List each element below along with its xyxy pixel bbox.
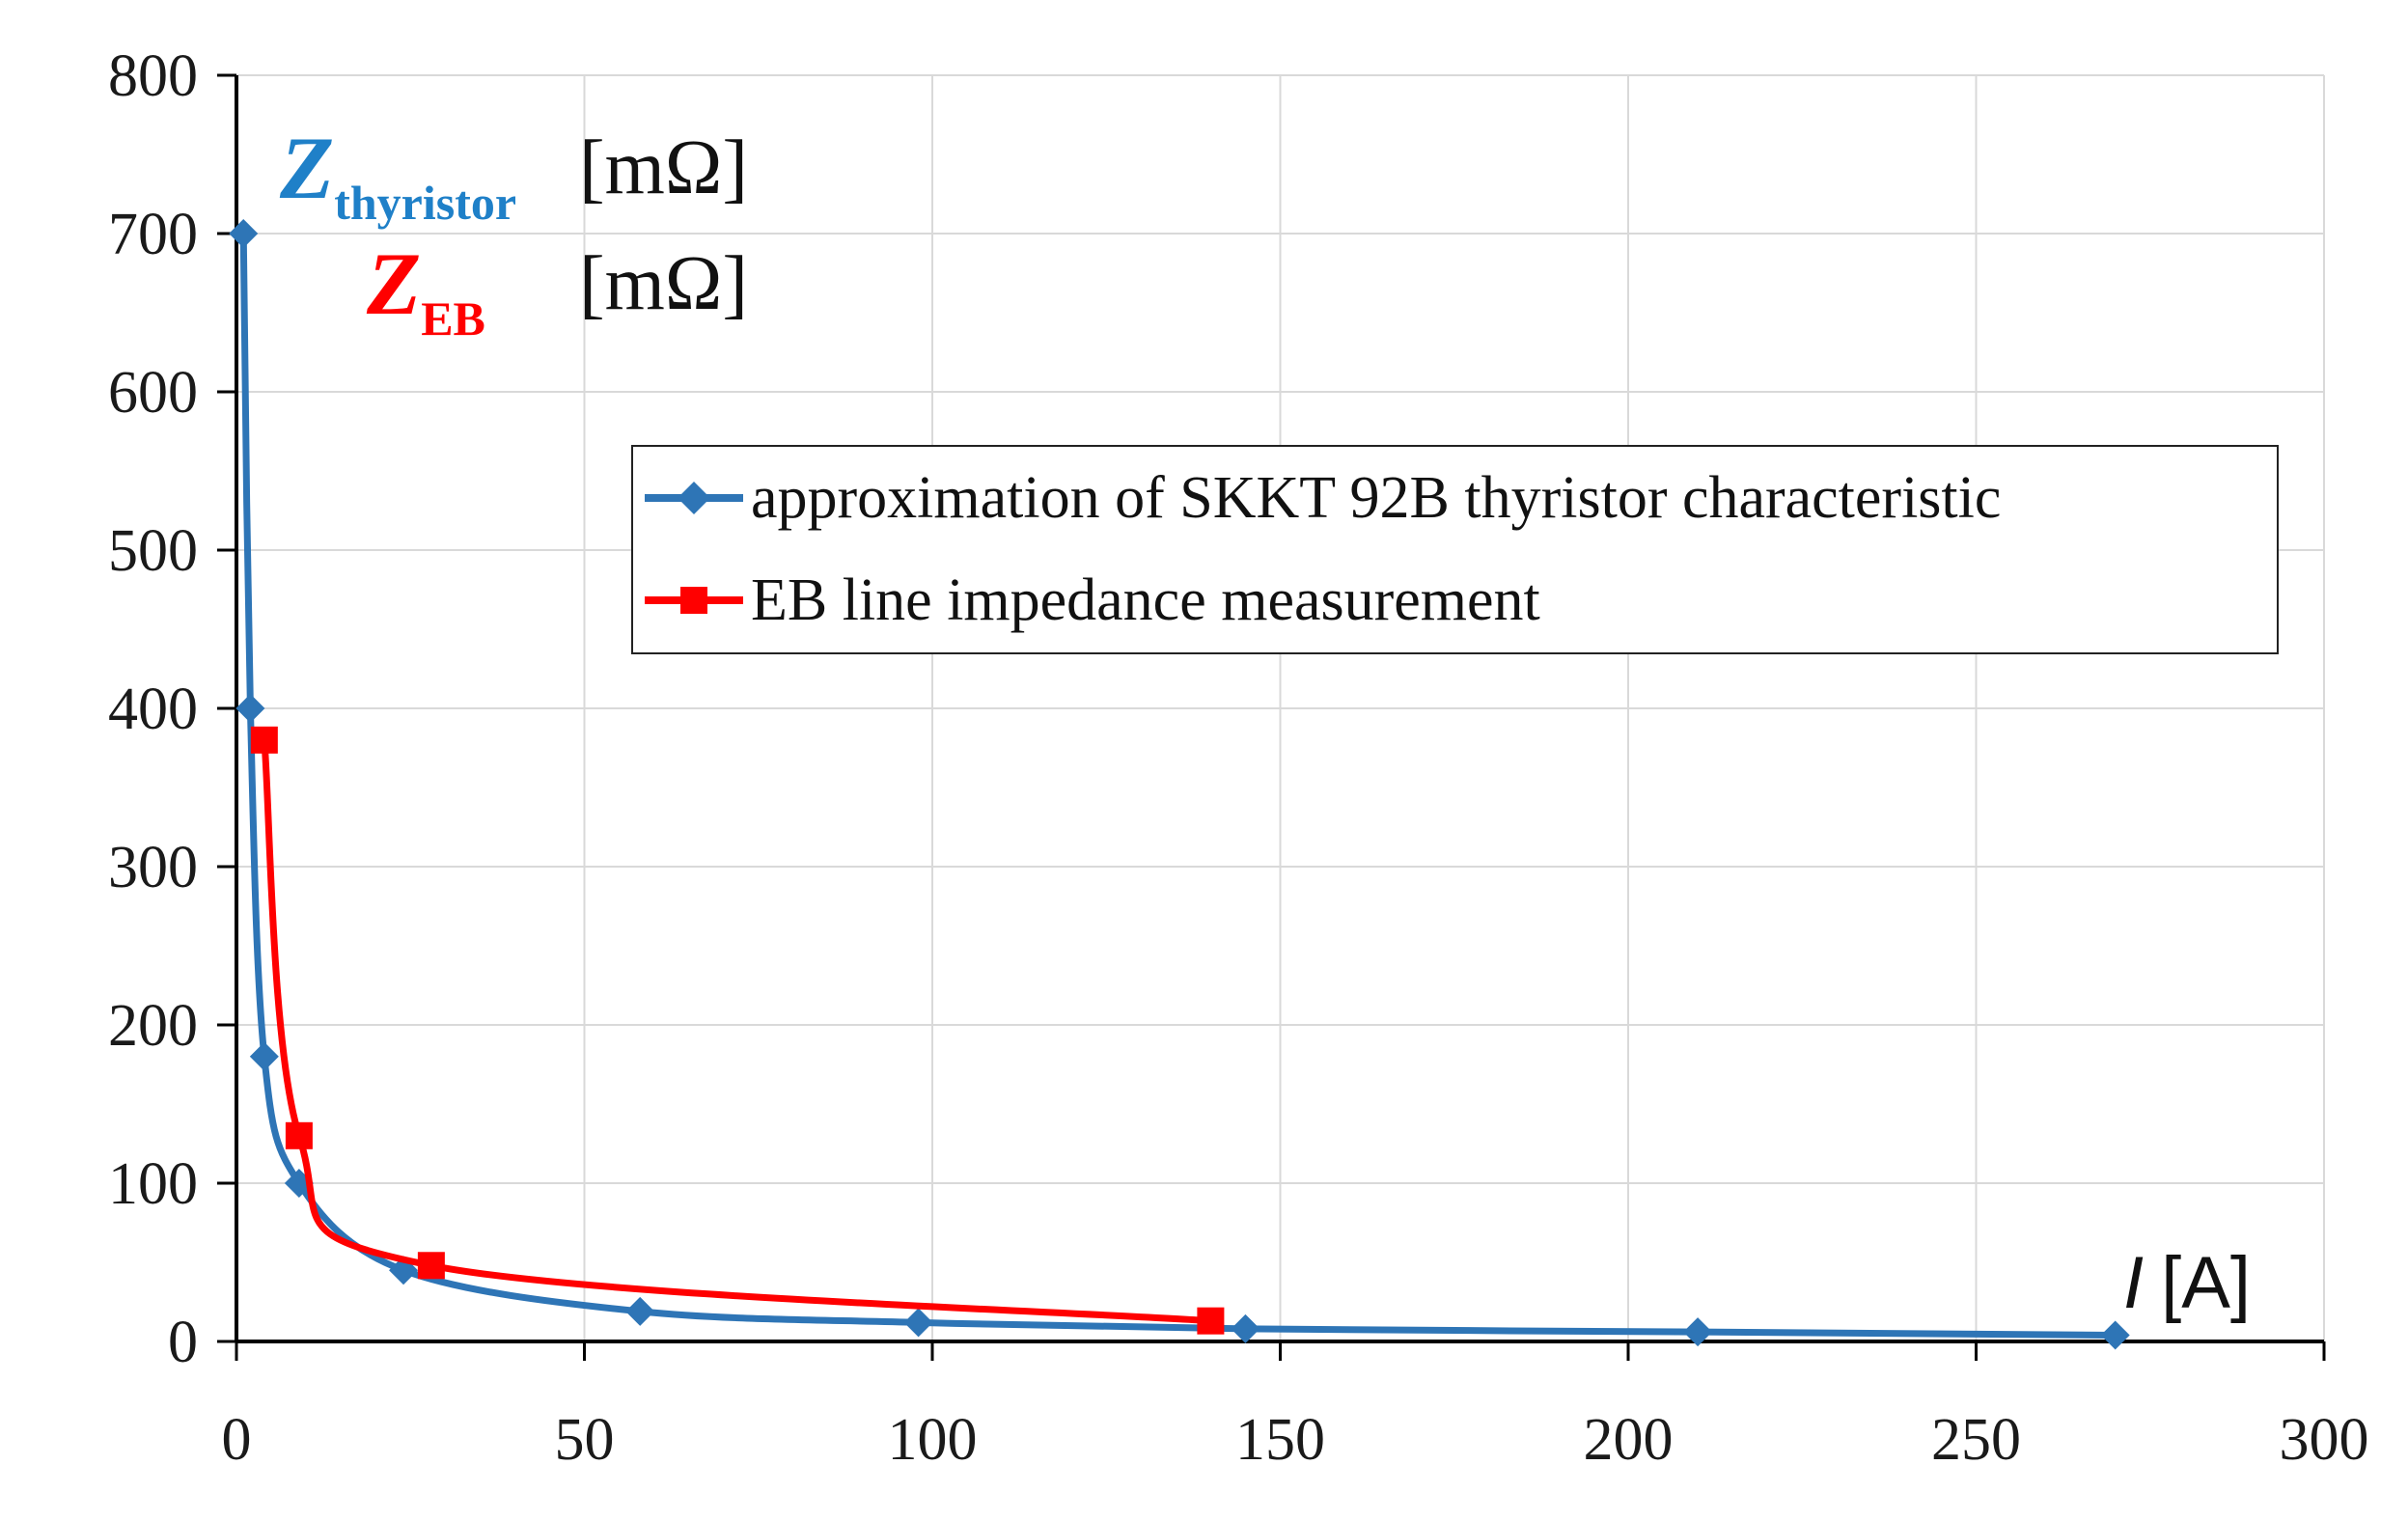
series-1 (250, 726, 1225, 1335)
data-point-0-6 (903, 1308, 933, 1338)
x-tick-label-50: 50 (555, 1407, 615, 1473)
series-0 (229, 219, 2130, 1350)
legend-label-thyristor: approximation of SKKT 92B thyristor char… (751, 465, 2001, 531)
y-tick-label-200: 200 (108, 993, 198, 1059)
y-tick-label-0: 0 (168, 1310, 198, 1375)
y-label-thyristor-unit: [mΩ] (579, 125, 748, 210)
legend-label-eb: EB line impedance measurement (751, 567, 1540, 633)
data-point-1-3 (1197, 1307, 1225, 1335)
y-tick-label-500: 500 (108, 518, 198, 584)
y-label-eb: ZEB (366, 235, 485, 345)
data-point-0-7 (1231, 1313, 1260, 1343)
data-point-0-1 (235, 694, 265, 723)
y-tick-label-800: 800 (108, 43, 198, 109)
y-tick-label-100: 100 (108, 1151, 198, 1217)
x-tick-label-250: 250 (1931, 1407, 2021, 1473)
grid-lines (236, 74, 2325, 1341)
x-tick-label-300: 300 (2280, 1407, 2369, 1473)
y-tick-label-600: 600 (108, 360, 198, 426)
legend: approximation of SKKT 92B thyristor char… (631, 445, 2279, 654)
data-point-0-9 (2100, 1320, 2130, 1350)
data-point-0-2 (249, 1041, 279, 1071)
x-tick-label-200: 200 (1584, 1407, 1674, 1473)
x-tick-label-0: 0 (222, 1407, 252, 1473)
data-point-0-0 (229, 219, 259, 248)
data-point-0-8 (1683, 1317, 1713, 1347)
data-point-0-5 (625, 1296, 655, 1326)
x-tick-label-100: 100 (888, 1407, 978, 1473)
series-line-1 (261, 736, 1214, 1325)
y-label-thyristor: Zthyristor (279, 119, 516, 230)
x-axis-title: I [A] (2123, 1242, 2251, 1324)
x-tick-label-150: 150 (1235, 1407, 1325, 1473)
data-point-1-2 (417, 1252, 445, 1280)
data-point-1-0 (250, 726, 278, 754)
series-line-0 (239, 230, 2119, 1339)
legend-marker-thyristor (678, 482, 710, 514)
legend-box (631, 445, 2279, 654)
data-point-1-1 (285, 1121, 313, 1149)
y-tick-label-700: 700 (108, 202, 198, 267)
y-label-eb-unit: [mΩ] (579, 241, 748, 326)
tick-labels: 0 100 200 300 400 500 600 700 800 0 50 100 150 200 250… (108, 43, 2369, 1473)
series-layer (229, 219, 2130, 1350)
y-tick-label-300: 300 (108, 835, 198, 900)
y-tick-label-400: 400 (108, 677, 198, 742)
legend-marker-eb (680, 587, 707, 614)
